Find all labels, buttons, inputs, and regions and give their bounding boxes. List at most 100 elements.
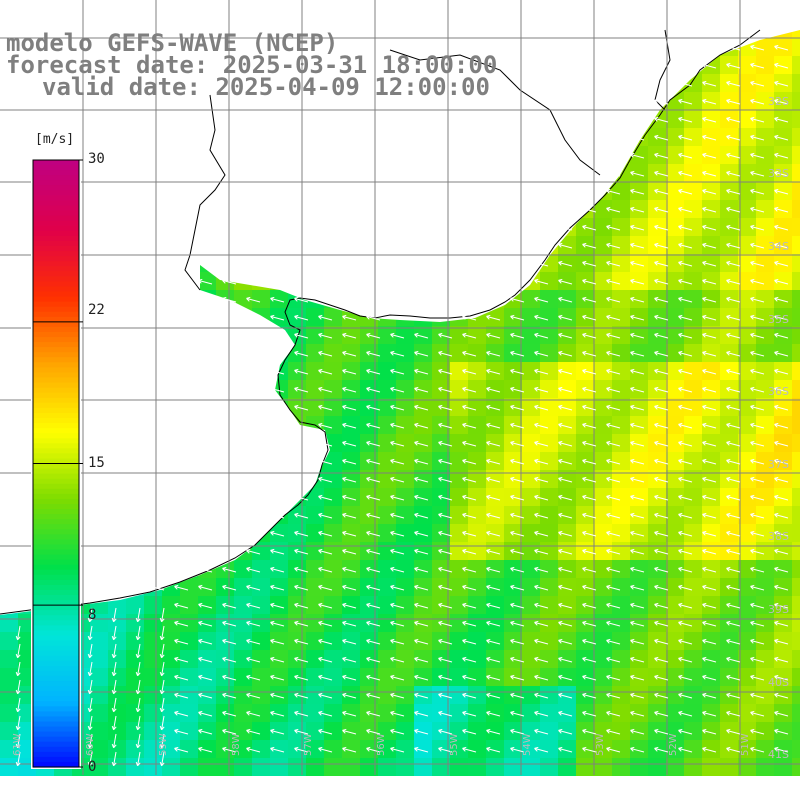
wind-arrow bbox=[654, 548, 669, 555]
wind-arrow bbox=[678, 386, 693, 393]
ocean-cell bbox=[612, 308, 630, 326]
colorbar-step bbox=[33, 630, 79, 637]
wind-arrow bbox=[159, 697, 165, 713]
ocean-cell bbox=[774, 146, 792, 164]
ocean-cell bbox=[0, 758, 18, 776]
ocean-cell bbox=[738, 650, 756, 668]
ocean-cell bbox=[684, 110, 702, 128]
ocean-cell bbox=[720, 758, 738, 776]
wind-arrow bbox=[438, 656, 453, 663]
ocean-cell bbox=[198, 272, 216, 290]
ocean-cell bbox=[324, 578, 342, 596]
wind-arrow bbox=[726, 638, 741, 645]
lon-label-60w: 60W bbox=[85, 733, 96, 756]
ocean-cell bbox=[630, 506, 648, 524]
ocean-cell bbox=[594, 308, 612, 326]
ocean-cell bbox=[414, 452, 432, 470]
wind-arrow bbox=[750, 134, 765, 141]
wind-arrow bbox=[486, 350, 501, 357]
ocean-cell bbox=[378, 668, 396, 686]
ocean-cell bbox=[396, 452, 414, 470]
wind-arrow bbox=[750, 242, 765, 249]
ocean-cell bbox=[558, 650, 576, 668]
wind-arrow bbox=[294, 530, 309, 537]
wind-arrow bbox=[654, 476, 669, 483]
ocean-cell bbox=[702, 722, 720, 740]
wind-arrow bbox=[87, 625, 93, 641]
colorbar-step bbox=[33, 185, 79, 191]
wind-arrow bbox=[774, 458, 789, 465]
ocean-cell bbox=[738, 668, 756, 686]
ocean-cell bbox=[396, 524, 414, 542]
wind-arrow bbox=[534, 728, 549, 735]
wind-arrow bbox=[438, 566, 453, 573]
wind-arrow bbox=[678, 404, 693, 411]
wind-arrow bbox=[246, 710, 261, 717]
colorbar-step bbox=[33, 716, 79, 723]
ocean-cell bbox=[414, 524, 432, 542]
wind-arrow bbox=[630, 350, 645, 357]
wind-arrow bbox=[414, 422, 429, 429]
ocean-cell bbox=[702, 380, 720, 398]
ocean-cell bbox=[774, 272, 792, 290]
ocean-cell bbox=[630, 650, 648, 668]
wind-arrow bbox=[462, 674, 477, 681]
ocean-cell bbox=[468, 686, 486, 704]
ocean-cell bbox=[630, 146, 648, 164]
colorbar-step bbox=[33, 215, 79, 222]
colorbar-step bbox=[33, 180, 79, 186]
wind-arrow bbox=[654, 206, 669, 213]
wind-arrow bbox=[606, 710, 621, 717]
ocean-cell bbox=[0, 740, 18, 758]
colorbar-step bbox=[33, 751, 79, 758]
ocean-cell bbox=[594, 632, 612, 650]
ocean-cell bbox=[540, 470, 558, 488]
wind-arrow bbox=[534, 602, 549, 609]
wind-arrow bbox=[111, 625, 117, 641]
wind-arrow bbox=[174, 710, 189, 717]
ocean-cell bbox=[666, 236, 684, 254]
wind-arrow bbox=[366, 710, 381, 717]
wind-arrow bbox=[774, 566, 789, 573]
wind-arrow bbox=[414, 674, 429, 681]
ocean-cell bbox=[738, 200, 756, 218]
wind-arrow bbox=[750, 404, 765, 411]
ocean-cell bbox=[450, 704, 468, 722]
wind-arrow bbox=[678, 638, 693, 645]
ocean-cell bbox=[684, 182, 702, 200]
wind-arrow bbox=[606, 368, 621, 375]
wind-arrow bbox=[702, 62, 717, 69]
wind-arrow bbox=[630, 314, 645, 321]
ocean-cell bbox=[774, 164, 792, 182]
ocean-cell bbox=[234, 596, 252, 614]
wind-arrow bbox=[726, 674, 741, 681]
ocean-cell bbox=[702, 740, 720, 758]
wind-arrow bbox=[726, 242, 741, 249]
wind-arrow bbox=[534, 674, 549, 681]
wind-arrow bbox=[558, 332, 573, 339]
ocean-cell bbox=[306, 686, 324, 704]
wind-arrow bbox=[606, 188, 621, 195]
wind-arrow bbox=[678, 602, 693, 609]
wind-arrow bbox=[726, 440, 741, 447]
ocean-cell bbox=[702, 650, 720, 668]
wind-arrow bbox=[462, 440, 477, 447]
ocean-cell bbox=[396, 758, 414, 776]
ocean-cell bbox=[756, 524, 774, 542]
wind-arrow bbox=[486, 710, 501, 717]
ocean-cell bbox=[792, 92, 800, 110]
wind-arrow bbox=[582, 440, 597, 447]
ocean-cell bbox=[756, 164, 774, 182]
wind-arrow bbox=[222, 674, 237, 681]
ocean-cell bbox=[270, 290, 288, 308]
wind-arrow bbox=[390, 494, 405, 501]
wind-arrow bbox=[390, 548, 405, 555]
wind-arrow bbox=[222, 656, 237, 663]
wind-arrow bbox=[198, 656, 213, 663]
ocean-cell bbox=[612, 362, 630, 380]
wind-arrow bbox=[534, 314, 549, 321]
ocean-cell bbox=[450, 434, 468, 452]
ocean-cell bbox=[450, 416, 468, 434]
ocean-cell bbox=[792, 740, 800, 758]
colorbar-step bbox=[33, 691, 79, 697]
